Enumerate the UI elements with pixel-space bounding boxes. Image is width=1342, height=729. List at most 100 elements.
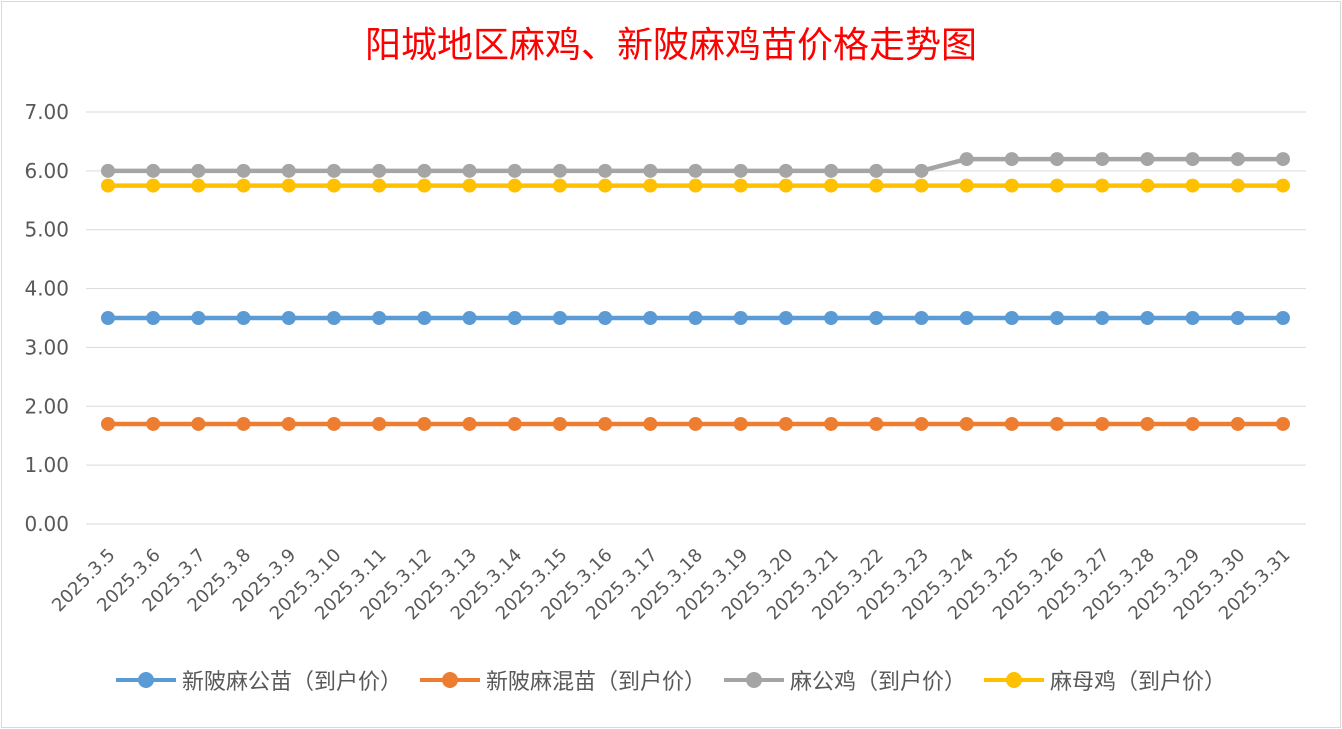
data-point [191, 178, 206, 193]
data-point [462, 416, 477, 431]
data-point [1276, 152, 1290, 167]
data-point [372, 416, 387, 431]
data-point [146, 416, 161, 431]
data-point [778, 178, 793, 193]
chart-title: 阳城地区麻鸡、新陂麻鸡苗价格走势图 [364, 25, 977, 66]
legend-marker [115, 670, 176, 690]
data-point [1230, 152, 1245, 167]
y-tick-label: 6.00 [24, 159, 69, 183]
y-tick-label: 4.00 [24, 277, 69, 301]
y-tick-label: 5.00 [24, 218, 69, 242]
data-point [1004, 152, 1019, 167]
data-point [1185, 178, 1200, 193]
data-point [326, 416, 341, 431]
data-point [643, 178, 658, 193]
data-point [778, 311, 793, 325]
data-point [1230, 178, 1245, 193]
data-point [869, 163, 884, 178]
data-point [507, 163, 522, 178]
data-point [191, 311, 206, 325]
data-point [236, 311, 251, 325]
data-point [326, 311, 341, 325]
legend-marker [419, 670, 480, 690]
data-point [507, 311, 522, 325]
data-point [281, 416, 296, 431]
data-point [1140, 416, 1155, 431]
data-point [191, 416, 206, 431]
data-point [191, 163, 206, 178]
data-point [552, 311, 567, 325]
data-point [688, 311, 703, 325]
data-point [101, 416, 115, 431]
data-point [372, 178, 387, 193]
series-3 [101, 178, 1290, 193]
data-point [462, 311, 477, 325]
data-point [688, 178, 703, 193]
data-point [1230, 311, 1245, 325]
data-point [598, 178, 613, 193]
data-point [1140, 178, 1155, 193]
data-point [598, 163, 613, 178]
data-point [146, 311, 161, 325]
data-point [417, 163, 432, 178]
data-point [869, 416, 884, 431]
y-tick-label: 1.00 [24, 453, 69, 477]
data-point [1050, 152, 1065, 167]
data-point [914, 178, 929, 193]
data-point [688, 416, 703, 431]
legend-marker [984, 670, 1045, 690]
series-0 [101, 311, 1290, 325]
y-tick-label: 3.00 [24, 335, 69, 359]
data-point [1276, 311, 1290, 325]
data-point [733, 416, 748, 431]
data-point [417, 416, 432, 431]
data-point [914, 416, 929, 431]
legend: 新陂麻公苗（到户价） 新陂麻混苗（到户价） 麻公鸡（到户价） 麻母鸡（到户价） [0, 664, 1342, 696]
data-point [688, 163, 703, 178]
data-point [778, 163, 793, 178]
data-point [417, 311, 432, 325]
data-point [1050, 416, 1065, 431]
series-1 [101, 416, 1290, 431]
data-point [372, 311, 387, 325]
legend-label: 新陂麻混苗（到户价） [485, 670, 706, 695]
data-point [1140, 152, 1155, 167]
data-point [914, 163, 929, 178]
data-point [824, 416, 839, 431]
y-tick-label: 2.00 [24, 394, 69, 418]
data-point [281, 178, 296, 193]
data-point [733, 163, 748, 178]
data-point [1095, 152, 1110, 167]
data-point [643, 311, 658, 325]
data-point [507, 416, 522, 431]
data-point [281, 311, 296, 325]
data-point [236, 163, 251, 178]
data-point [959, 311, 974, 325]
data-point [507, 178, 522, 193]
data-point [552, 163, 567, 178]
legend-marker [724, 670, 784, 690]
legend-label: 麻公鸡（到户价） [790, 670, 967, 695]
data-point [643, 416, 658, 431]
data-point [236, 416, 251, 431]
data-point [1004, 416, 1019, 431]
data-point [1095, 416, 1110, 431]
data-point [1004, 178, 1019, 193]
data-point [462, 178, 477, 193]
data-point [1050, 178, 1065, 193]
data-point [101, 163, 115, 178]
data-point [281, 163, 296, 178]
legend-label: 新陂麻公苗（到户价） [181, 670, 402, 695]
data-point [462, 163, 477, 178]
data-point [101, 178, 115, 193]
data-point [1050, 311, 1065, 325]
data-point [146, 178, 161, 193]
legend-label: 麻母鸡（到户价） [1050, 670, 1227, 695]
data-point [869, 311, 884, 325]
data-point [1230, 416, 1245, 431]
data-point [1095, 311, 1110, 325]
series-2 [101, 152, 1290, 178]
data-point [326, 178, 341, 193]
